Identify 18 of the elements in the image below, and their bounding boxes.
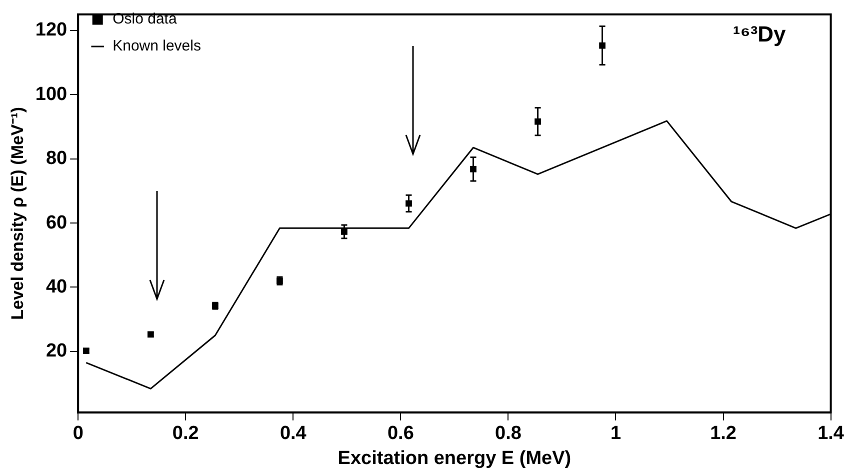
- y-tick-label: 60: [46, 212, 68, 234]
- y-tick-label: 100: [35, 84, 68, 105]
- x-tick-label: 0: [72, 423, 84, 444]
- annotation: ¹⁶³Dy: [732, 21, 787, 46]
- x-tick-label: 0.6: [387, 423, 414, 444]
- x-tick-label: 1.2: [710, 423, 736, 444]
- x-tick-label: 1: [610, 423, 622, 444]
- x-tick-label: 1.4: [818, 423, 844, 444]
- y-tick-label: 120: [35, 20, 68, 41]
- y-tick-label: 80: [46, 148, 68, 170]
- legend-label: Known levels: [112, 38, 201, 55]
- x-axis-title: Excitation energy E (MeV): [338, 448, 572, 469]
- y-tick-label: 40: [46, 276, 68, 298]
- x-tick-label: 0.8: [495, 423, 522, 444]
- y-tick-label: 20: [46, 340, 68, 362]
- x-tick-label: 0.4: [280, 423, 307, 444]
- x-tick-label: 0.2: [172, 423, 199, 444]
- y-axis-title: Level density ρ (E) (MeV⁻¹): [8, 106, 27, 320]
